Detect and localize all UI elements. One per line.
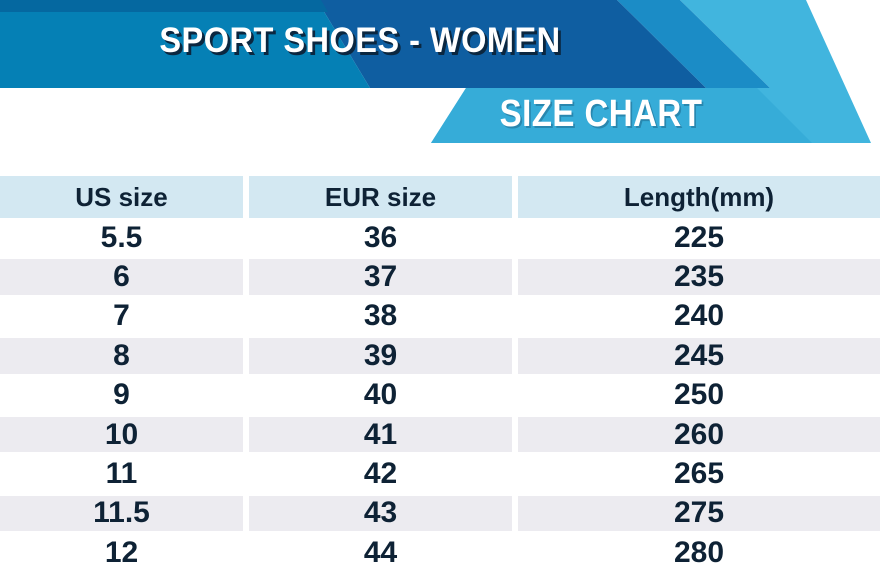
- table-row: 11 42 265: [0, 454, 880, 493]
- length-cell: 225: [673, 220, 725, 254]
- length-cell: 250: [673, 378, 725, 412]
- length-cell: 245: [518, 336, 880, 376]
- banner-subtitle-band-shape: [431, 88, 812, 143]
- banner-main-band-shape: [0, 0, 370, 88]
- eur-size-cell: 36: [363, 220, 398, 254]
- length-cell: 265: [673, 457, 725, 491]
- table-row: 9 40 250: [0, 376, 880, 415]
- column-header-us-size: US size: [0, 176, 243, 218]
- banner-mid-wedge-shape: [617, 0, 770, 88]
- eur-size-cell: 42: [363, 457, 398, 491]
- eur-size-cell: 39: [249, 336, 512, 376]
- table-header-row: US size EUR size Length(mm): [0, 176, 880, 218]
- us-size-cell: 10: [0, 414, 243, 455]
- us-size-cell: 7: [113, 299, 130, 333]
- eur-size-cell: 37: [249, 257, 512, 297]
- table-row: 7 38 240: [0, 297, 880, 336]
- eur-size-cell: 38: [363, 299, 398, 333]
- table-row: 8 39 245: [0, 336, 880, 376]
- table-row: 10 41 260: [0, 414, 880, 455]
- banner-top-stripe-shape: [0, 0, 328, 12]
- length-cell: 275: [518, 493, 880, 534]
- banner-ribbon-graphic: [0, 0, 871, 143]
- size-table: US size EUR size Length(mm) 5.5 36 225 6…: [0, 176, 880, 573]
- us-size-cell: 11.5: [0, 493, 243, 534]
- banner-dark-parallelogram-shape: [317, 0, 706, 88]
- us-size-cell: 5.5: [100, 220, 143, 254]
- banner-title: SPORT SHOES - WOMEN: [159, 21, 561, 60]
- table-row: 12 44 280: [0, 533, 880, 572]
- banner-subtitle: SIZE CHART: [499, 93, 703, 135]
- length-cell: 240: [673, 299, 725, 333]
- table-row: 11.5 43 275: [0, 493, 880, 534]
- header-banner: SPORT SHOES - WOMEN SIZE CHART: [0, 0, 880, 160]
- length-cell: 260: [518, 414, 880, 455]
- table-row: 6 37 235: [0, 257, 880, 297]
- column-header-length-mm: Length(mm): [518, 176, 880, 218]
- length-cell: 280: [673, 535, 725, 569]
- us-size-cell: 8: [0, 336, 243, 376]
- column-header-eur-size: EUR size: [249, 176, 512, 218]
- us-size-cell: 9: [113, 378, 130, 412]
- length-cell: 235: [518, 257, 880, 297]
- us-size-cell: 11: [105, 457, 138, 491]
- eur-size-cell: 41: [249, 414, 512, 455]
- eur-size-cell: 40: [363, 378, 398, 412]
- us-size-cell: 6: [0, 257, 243, 297]
- eur-size-cell: 43: [249, 493, 512, 534]
- eur-size-cell: 44: [363, 535, 398, 569]
- us-size-cell: 12: [104, 535, 139, 569]
- table-row: 5.5 36 225: [0, 218, 880, 257]
